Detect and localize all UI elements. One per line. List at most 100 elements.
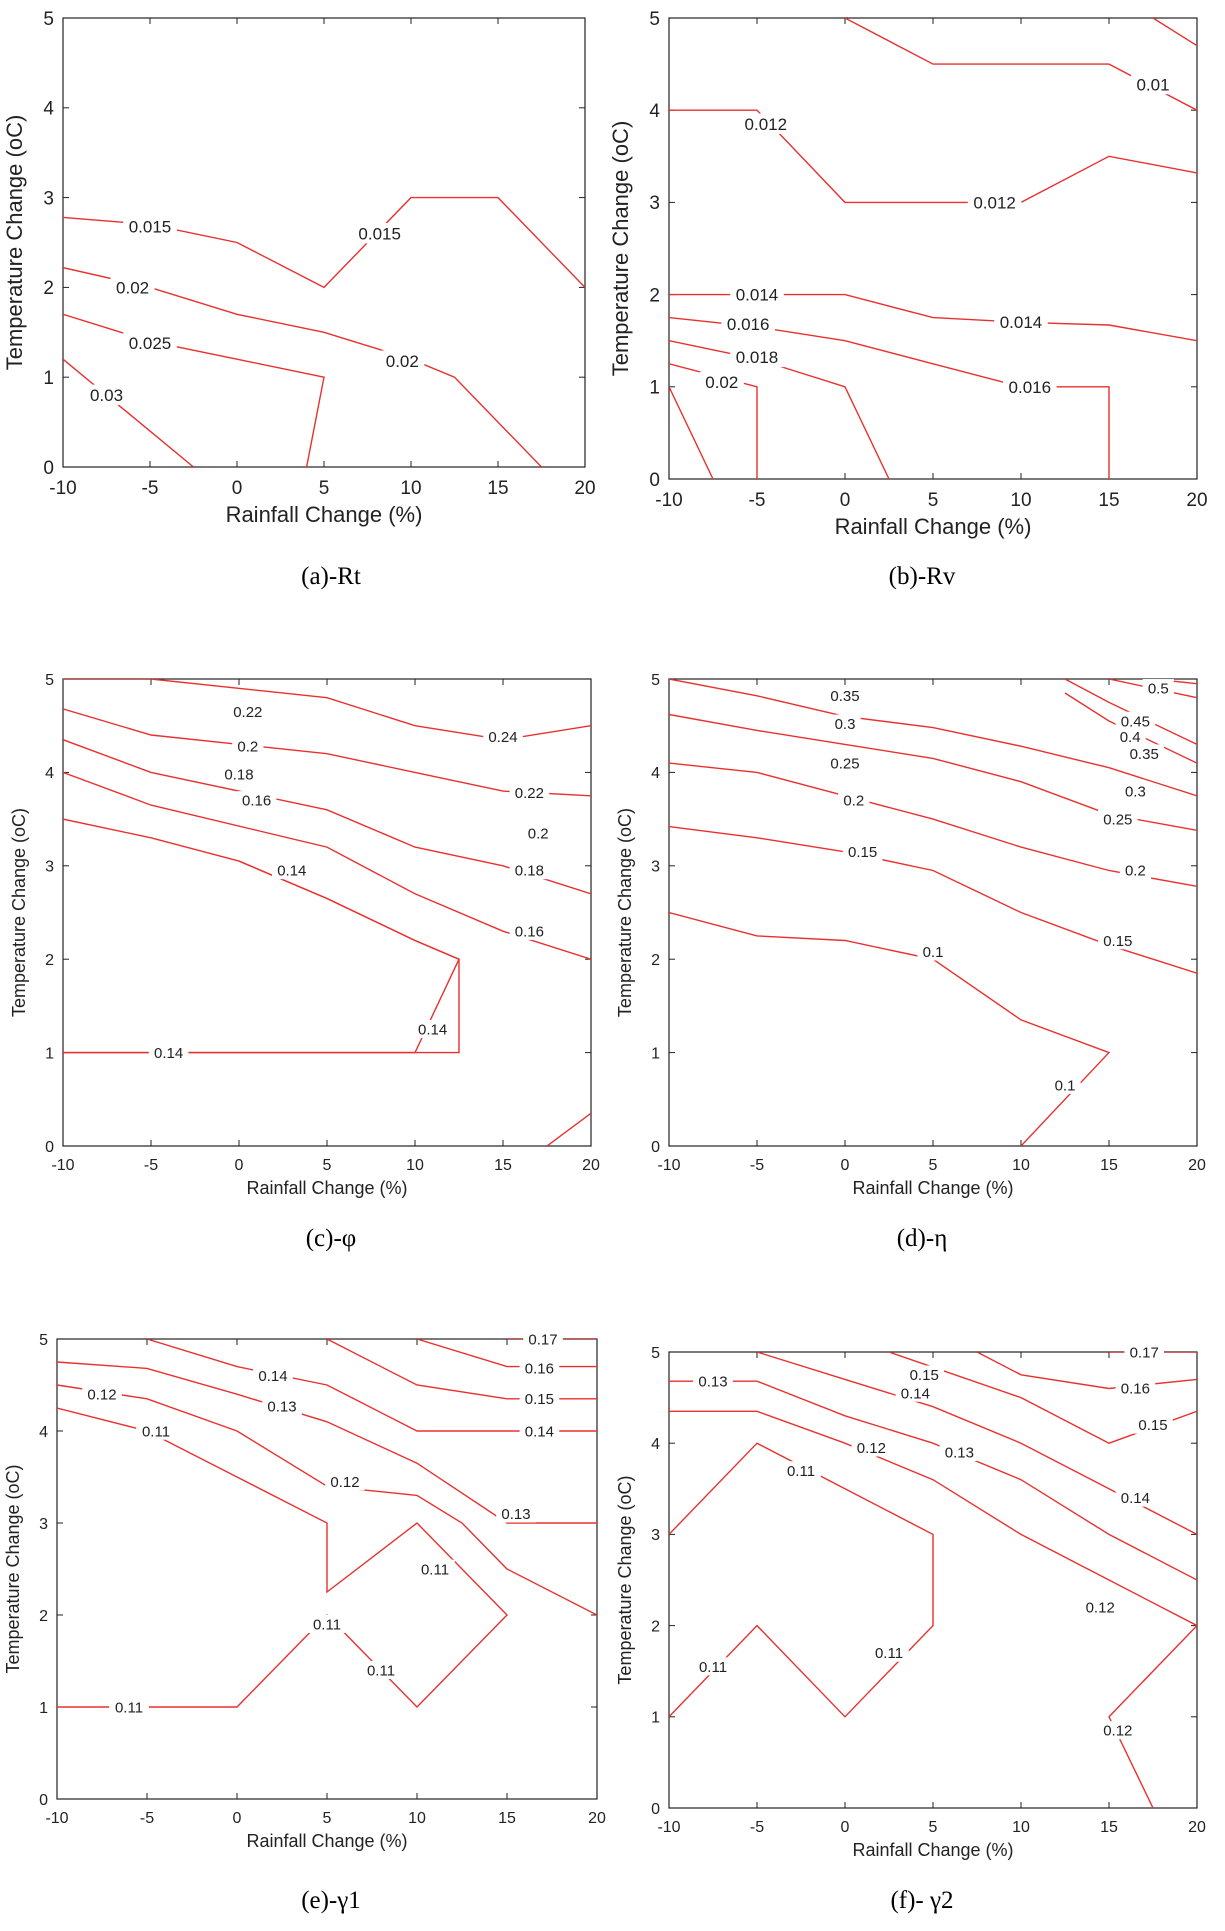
y-tick-label: 5	[651, 672, 660, 689]
x-tick-label: -5	[144, 1157, 158, 1174]
contour-label: 0.012	[745, 115, 788, 134]
contour-label-bg	[1115, 1379, 1156, 1398]
contour-label: 0.25	[830, 755, 859, 772]
axes-frame	[668, 17, 1198, 480]
x-tick-label: 5	[323, 1810, 332, 1827]
contour-label-bg	[1124, 1342, 1164, 1361]
contour-line	[416, 1339, 597, 1368]
contour-label-bg	[825, 686, 865, 705]
x-tick-label: 15	[1100, 1819, 1118, 1836]
contour-label-bg	[236, 791, 277, 810]
caption-b: (b)-Rv	[888, 563, 956, 590]
x-tick-label: 5	[323, 1157, 332, 1174]
contour-line	[669, 316, 1110, 479]
y-axis-label: Temperature Change (oC)	[615, 808, 635, 1017]
contour-label-bg	[148, 1043, 189, 1062]
contour-line	[63, 313, 325, 467]
x-tick-label: 10	[1012, 1819, 1030, 1836]
contour-label: 0.02	[116, 278, 149, 297]
y-tick-label: 4	[651, 765, 660, 782]
x-tick-label: 20	[1186, 490, 1207, 511]
y-tick-label: 0	[43, 458, 54, 479]
contour-label: 0.01	[1136, 75, 1169, 94]
contour-label-bg	[136, 1421, 176, 1440]
y-tick-label: 3	[651, 859, 660, 876]
contour-label-bg	[1119, 781, 1151, 800]
x-tick-label: 15	[1098, 490, 1119, 511]
y-tick-label: 4	[43, 99, 54, 120]
x-axis-label: Rainfall Change (%)	[246, 1178, 407, 1198]
contour-line	[669, 340, 890, 479]
x-tick-label: 20	[582, 1157, 600, 1174]
y-tick-label: 2	[39, 1608, 48, 1625]
contour-label-bg	[1098, 931, 1138, 950]
contour-label-bg	[869, 1643, 909, 1662]
contour-label: 0.22	[233, 704, 262, 721]
contour-label-bg	[1003, 376, 1057, 397]
contour-label: 0.14	[1121, 1490, 1150, 1507]
contour-label: 0.15	[848, 844, 877, 861]
contour-label-bg	[1098, 1721, 1138, 1740]
y-tick-label: 4	[39, 1424, 48, 1441]
contour-label: 0.015	[129, 217, 172, 236]
contour-label: 0.24	[488, 729, 517, 746]
x-tick-label: 15	[494, 1157, 512, 1174]
contour-label: 0.14	[277, 863, 306, 880]
x-tick-label: 5	[319, 478, 330, 499]
contour-label-bg	[84, 384, 129, 406]
x-tick-label: 10	[406, 1157, 424, 1174]
contour-label-bg	[693, 1657, 733, 1676]
contour-label: 0.016	[1009, 378, 1052, 397]
contour-label-bg	[272, 861, 312, 880]
y-tick-label: 4	[651, 1436, 660, 1453]
contour-label-bg	[730, 346, 784, 368]
contour-label-bg	[851, 1438, 892, 1457]
contour-label: 0.11	[115, 1699, 143, 1716]
x-tick-label: 15	[1100, 1157, 1118, 1174]
y-tick-label: 3	[45, 859, 54, 876]
contour-label: 0.16	[1121, 1381, 1150, 1398]
contour-label: 0.16	[242, 793, 271, 810]
y-tick-label: 3	[651, 1527, 660, 1544]
contour-label: 0.16	[525, 1361, 554, 1378]
contour-label: 0.18	[224, 767, 253, 784]
panel-f: -10 -5 0 5 10 15 20 0 1 2 3 4 5 Rainfall Change (%) Te…	[615, 1342, 1206, 1860]
x-tick-label: 10	[408, 1810, 426, 1827]
contour-label-bg	[781, 1461, 821, 1480]
contour-label: 0.35	[830, 688, 859, 705]
x-axis-label: Rainfall Change (%)	[835, 514, 1032, 539]
contour-label: 0.016	[727, 315, 770, 334]
contour-line	[1064, 692, 1197, 764]
contour-label-bg	[509, 783, 550, 802]
x-tick-label: -10	[657, 1157, 680, 1174]
contour-label: 0.15	[1138, 1417, 1167, 1434]
x-tick-label: 0	[233, 1810, 242, 1827]
contour-label: 0.15	[525, 1391, 554, 1408]
contour-label: 0.2	[1125, 863, 1146, 880]
x-tick-label: -10	[655, 490, 682, 511]
panel-e: -10 -5 0 5 10 15 20 0 1 2 3 4 5 Rainfall Change (%) Te…	[3, 1329, 606, 1851]
contour-label-bg	[522, 823, 554, 842]
contour-label: 0.12	[87, 1386, 116, 1403]
x-tick-label: 15	[498, 1810, 516, 1827]
contour-label: 0.11	[875, 1645, 903, 1662]
x-tick-label: -10	[45, 1810, 68, 1827]
x-tick-label: 10	[1010, 490, 1031, 511]
contour-label: 0.13	[945, 1445, 974, 1462]
x-tick-label: -10	[657, 1819, 680, 1836]
contour-label: 0.11	[313, 1616, 341, 1633]
contour-label-bg	[483, 727, 523, 746]
contour-label: 0.014	[1000, 313, 1043, 332]
y-tick-label: 0	[649, 470, 660, 491]
y-axis-label: Temperature Change (oC)	[615, 1475, 635, 1684]
x-tick-label: -5	[749, 490, 766, 511]
contour-label: 0.13	[267, 1398, 296, 1415]
contour-line	[669, 679, 1197, 797]
y-tick-label: 4	[45, 765, 54, 782]
contour-label-bg	[1133, 1415, 1173, 1434]
contour-label: 0.11	[421, 1561, 449, 1578]
contour-label-bg	[829, 714, 861, 733]
contour-label: 0.2	[237, 738, 258, 755]
y-axis-label: Temperature Change (oC)	[2, 115, 27, 371]
contour-label: 0.1	[923, 944, 944, 961]
